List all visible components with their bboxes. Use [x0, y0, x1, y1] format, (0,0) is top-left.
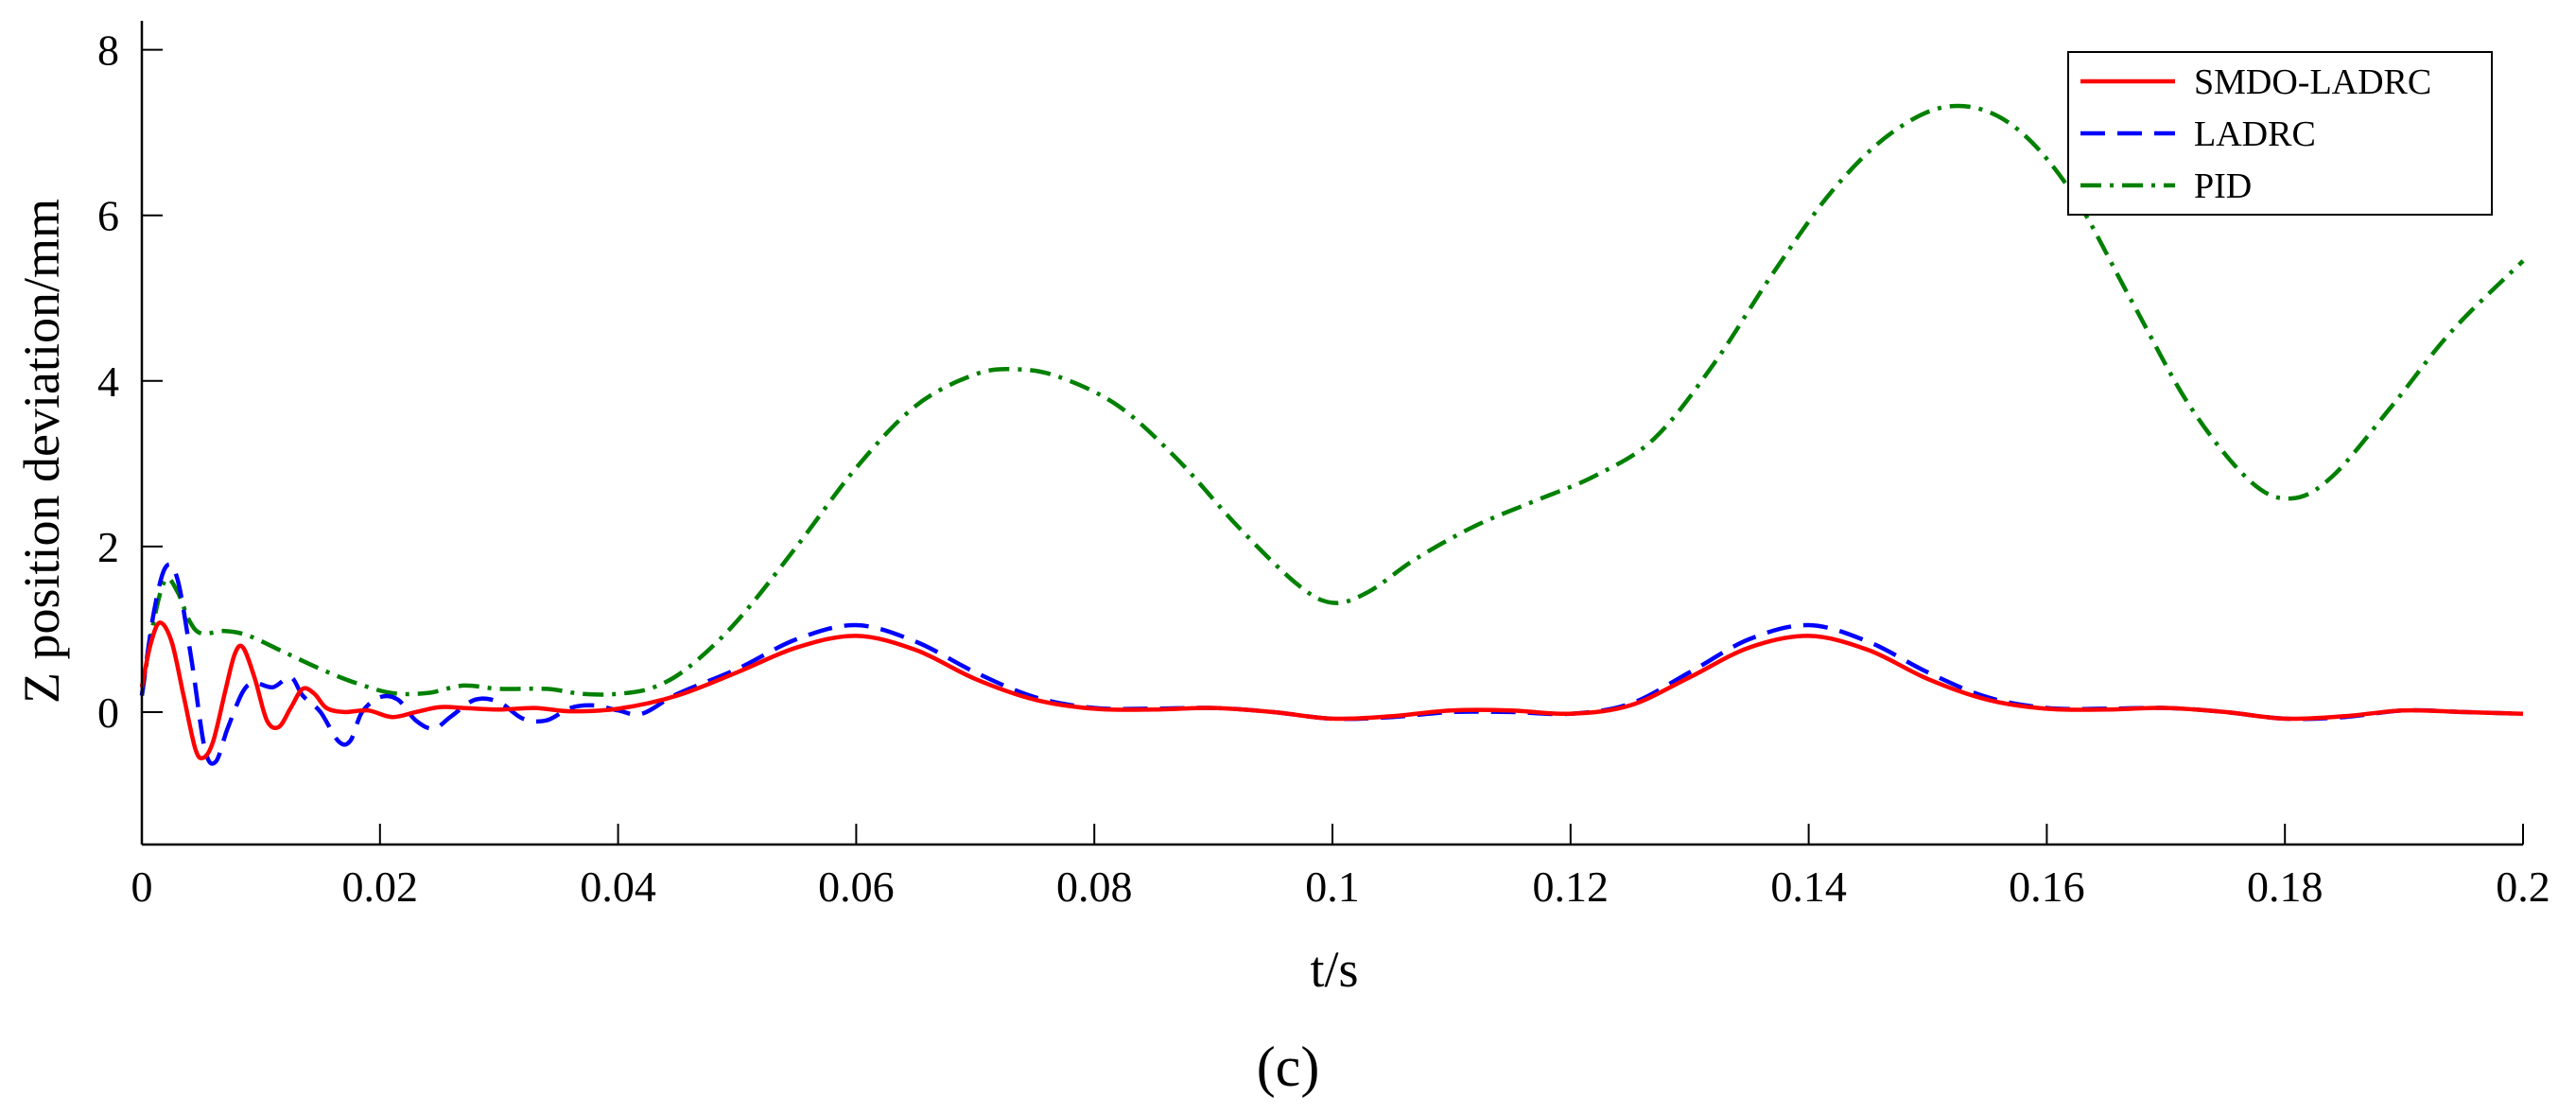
x-tick-label: 0.16 [2009, 862, 2085, 911]
x-tick-label: 0.06 [818, 862, 895, 911]
legend-items: SMDO-LADRC LADRC PID [2080, 62, 2431, 206]
x-tick-label: 0.2 [2496, 862, 2550, 911]
x-tick-label: 0.08 [1056, 862, 1133, 911]
legend-label-ladrc: LADRC [2194, 114, 2316, 154]
figure-caption: (c) [1257, 1036, 1320, 1098]
legend: SMDO-LADRC LADRC PID [2067, 51, 2493, 216]
x-tick-label: 0.12 [1533, 862, 1610, 911]
y-tick-label: 2 [97, 523, 119, 571]
x-tick-label: 0.1 [1305, 862, 1360, 911]
x-tick-label: 0 [131, 862, 153, 911]
x-tick-label: 0.14 [1770, 862, 1847, 911]
x-tick-label: 0.02 [342, 862, 419, 911]
y-tick-label: 6 [97, 192, 119, 240]
tick-layer: 0 0.02 0.04 0.06 0.08 0.1 0.12 0.14 0.16 0.18 0.2 0… [97, 26, 2550, 911]
x-tick-label: 0.04 [580, 862, 656, 911]
series-line-ladrc [139, 562, 2524, 766]
legend-label-smdo-ladrc: SMDO-LADRC [2194, 62, 2431, 102]
legend-label-pid: PID [2194, 166, 2252, 206]
y-tick-label: 4 [97, 357, 119, 406]
series-line-smdo-ladrc [139, 620, 2524, 761]
y-axis-label: Z position deviation/mm [13, 199, 70, 704]
x-tick-label: 0.18 [2247, 862, 2324, 911]
y-tick-label: 0 [97, 688, 119, 737]
x-axis-label: t/s [1310, 941, 1358, 998]
y-tick-label: 8 [97, 26, 119, 75]
